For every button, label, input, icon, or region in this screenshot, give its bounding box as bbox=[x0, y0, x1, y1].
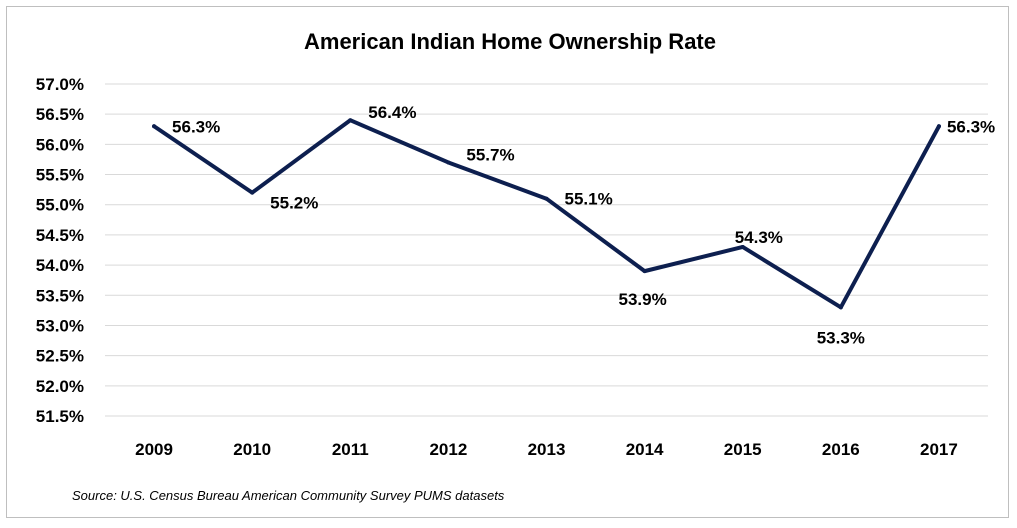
y-tick-label: 54.0% bbox=[36, 256, 84, 275]
x-axis-ticks: 2009 2010 2011 2012 2013 2014 2015 2016 2017 bbox=[135, 440, 958, 459]
data-point bbox=[838, 305, 843, 310]
chart-title: American Indian Home Ownership Rate bbox=[304, 29, 716, 54]
y-tick-label: 52.0% bbox=[36, 377, 84, 396]
x-tick-label: 2010 bbox=[233, 440, 271, 459]
x-tick-label: 2015 bbox=[724, 440, 762, 459]
data-point bbox=[544, 196, 549, 201]
x-tick-label: 2013 bbox=[528, 440, 566, 459]
y-tick-label: 51.5% bbox=[36, 407, 84, 426]
y-tick-label: 57.0% bbox=[36, 75, 84, 94]
data-label: 55.7% bbox=[466, 145, 514, 164]
y-tick-label: 56.0% bbox=[36, 135, 84, 154]
y-tick-label: 55.0% bbox=[36, 196, 84, 215]
data-point bbox=[642, 269, 647, 274]
x-tick-label: 2009 bbox=[135, 440, 173, 459]
data-point bbox=[936, 124, 941, 129]
data-label: 56.3% bbox=[947, 117, 995, 136]
source-note: Source: U.S. Census Bureau American Comm… bbox=[72, 488, 505, 503]
data-point bbox=[740, 244, 745, 249]
y-tick-label: 53.0% bbox=[36, 316, 84, 335]
data-label: 54.3% bbox=[735, 228, 783, 247]
data-point bbox=[446, 160, 451, 165]
y-tick-label: 52.5% bbox=[36, 347, 84, 366]
y-axis-ticks: 57.0% 56.5% 56.0% 55.5% 55.0% 54.5% 54.0% 53.5%… bbox=[36, 75, 84, 426]
x-tick-label: 2014 bbox=[626, 440, 664, 459]
data-label: 56.4% bbox=[368, 103, 416, 122]
y-tick-label: 55.5% bbox=[36, 166, 84, 185]
data-point bbox=[250, 190, 255, 195]
data-label: 53.3% bbox=[817, 328, 865, 347]
data-labels: 56.3% 55.2% 56.4% 55.7% 55.1% 53.9% 54.3% 53.3%… bbox=[172, 103, 995, 347]
x-tick-label: 2016 bbox=[822, 440, 860, 459]
series-line bbox=[152, 118, 941, 310]
y-tick-label: 53.5% bbox=[36, 286, 84, 305]
chart-frame bbox=[6, 6, 1009, 518]
data-point bbox=[152, 124, 157, 129]
series-layer bbox=[152, 118, 941, 310]
data-label: 56.3% bbox=[172, 117, 220, 136]
data-label: 55.2% bbox=[270, 194, 318, 213]
x-tick-label: 2017 bbox=[920, 440, 958, 459]
data-point bbox=[348, 118, 353, 123]
gridlines bbox=[105, 83, 988, 417]
x-tick-label: 2012 bbox=[429, 440, 467, 459]
x-tick-label: 2011 bbox=[332, 440, 369, 459]
y-tick-label: 54.5% bbox=[36, 226, 84, 245]
data-label: 55.1% bbox=[565, 190, 613, 209]
y-tick-label: 56.5% bbox=[36, 105, 84, 124]
data-label: 53.9% bbox=[619, 290, 667, 309]
